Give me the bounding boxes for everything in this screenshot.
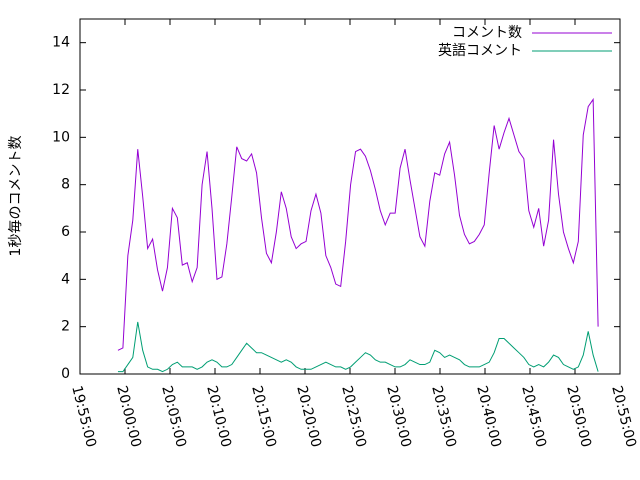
x-tick-label: 20:20:00 bbox=[293, 384, 324, 449]
y-tick-label: 8 bbox=[61, 177, 70, 193]
x-tick-label: 20:35:00 bbox=[428, 384, 459, 449]
y-tick-label: 12 bbox=[52, 82, 70, 98]
x-tick-label: 20:00:00 bbox=[113, 384, 144, 449]
x-tick-label: 20:45:00 bbox=[518, 384, 549, 449]
x-tick-label: 20:50:00 bbox=[563, 384, 594, 449]
y-tick-label: 14 bbox=[52, 35, 70, 51]
series-line bbox=[117, 321, 599, 373]
legend-label: 英語コメント bbox=[438, 42, 522, 59]
x-tick-label: 20:55:00 bbox=[608, 384, 639, 449]
x-tick-label: 20:10:00 bbox=[203, 384, 234, 449]
y-tick-label: 10 bbox=[52, 129, 70, 145]
x-tick-label: 19:55:00 bbox=[68, 384, 99, 449]
y-tick-label: 6 bbox=[61, 224, 70, 240]
y-axis-label: 1秒毎のコメント数 bbox=[8, 136, 24, 257]
legend-label: コメント数 bbox=[452, 25, 522, 41]
x-tick-label: 20:15:00 bbox=[248, 384, 279, 449]
x-tick-label: 20:30:00 bbox=[383, 384, 414, 449]
x-tick-label: 20:40:00 bbox=[473, 384, 504, 449]
series-line bbox=[117, 97, 599, 351]
y-tick-label: 2 bbox=[61, 319, 70, 335]
x-tick-label: 20:05:00 bbox=[158, 384, 189, 449]
y-tick-label: 0 bbox=[61, 366, 70, 382]
y-tick-label: 4 bbox=[61, 271, 70, 287]
x-tick-label: 20:25:00 bbox=[338, 384, 369, 449]
